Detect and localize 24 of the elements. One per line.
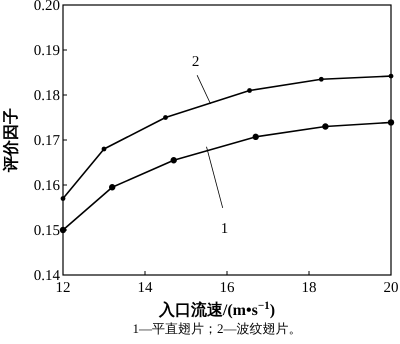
- point: [247, 88, 252, 93]
- x-tick-label: 18: [302, 280, 316, 296]
- point: [322, 123, 329, 130]
- y-axis-title: 评价因子: [2, 108, 20, 173]
- annotation: 2: [192, 54, 200, 70]
- x-tick-label: 12: [56, 280, 70, 296]
- y-tick-label: 0.18: [34, 88, 60, 104]
- point: [102, 146, 106, 152]
- y-tick-label: 0.19: [34, 43, 60, 59]
- x-tick-label: 20: [384, 280, 398, 296]
- point: [163, 115, 168, 120]
- y-tick-label: 0.16: [34, 178, 60, 194]
- point: [109, 184, 116, 190]
- x-tick-label: 16: [220, 280, 235, 296]
- point: [170, 157, 177, 164]
- text: 1—平直翅片；2—波纹翅片。: [132, 321, 302, 336]
- point: [318, 76, 324, 82]
- y-tick-label: 0.17: [34, 133, 60, 149]
- x-axis-title: 入口流速/(m•s$^{−1}$): [158, 300, 276, 319]
- y-tick-label: 0.15: [34, 223, 60, 239]
- x-tick-label: 14: [138, 280, 153, 296]
- y-tick-label: 0.20: [34, 0, 60, 14]
- annotation: 1: [220, 220, 228, 237]
- point: [252, 134, 259, 140]
